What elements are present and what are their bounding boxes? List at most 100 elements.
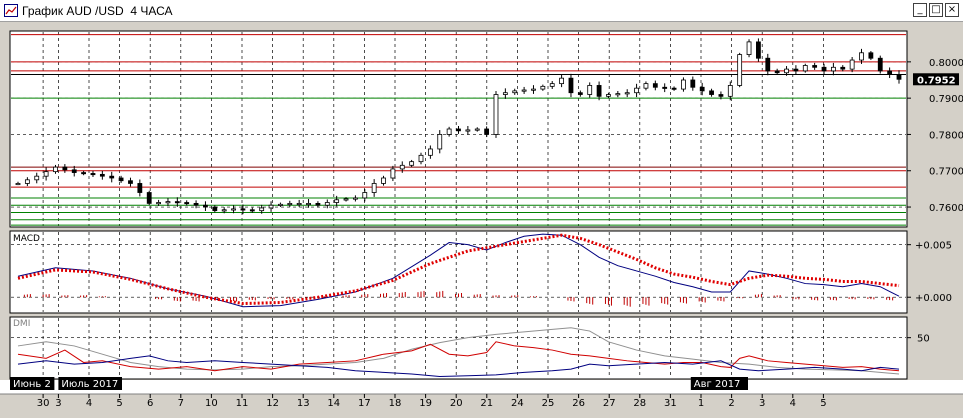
dmi-minus-line [17,355,900,378]
candle-body [409,161,415,166]
maximize-button[interactable]: □ [929,3,943,17]
levels-layer [11,34,906,226]
candle-body [737,54,743,86]
candle-body [53,166,58,173]
chart-app-icon [4,4,18,17]
candle-body [784,68,789,74]
candle-body [774,70,780,74]
candle-body [34,175,40,181]
x-tick-label: 24 [511,398,524,409]
candle-body [343,198,349,201]
minimize-button[interactable]: _ [913,3,927,17]
dmi-plus-line [17,341,900,372]
candle-body [362,192,368,199]
x-tick-label: 2 [728,398,734,409]
candle-body [381,177,386,184]
x-tick-label: 3 [759,398,765,409]
candle-body [212,206,218,212]
candle-body [821,66,827,72]
candle-body [830,66,836,72]
last-price-bg [913,73,959,86]
x-tick-label: 6 [147,398,153,409]
chart-svg: 30 3 4 5 6 7 10 11 12 13 14 17 18 19 20 21 24 25 26 27 28 31 1… [0,30,963,409]
candle-body [662,86,668,89]
candle-body [493,94,499,135]
candle-body [671,87,677,90]
candle-body [174,201,180,204]
candle-body [746,41,752,55]
y-tick-label: 0.7600 [929,203,963,214]
x-tick-label: 7 [178,398,184,409]
x-tick-label: 11 [236,398,249,409]
candle-body [128,180,133,184]
macd-tick-label: +0.000 [915,293,952,304]
y-tick-label: 0.8000 [929,58,963,69]
x-tick-label: 31 [664,398,677,409]
candle-body [521,89,527,92]
y-tick-label: 0.7700 [929,167,963,178]
candle-body [681,79,686,90]
y-tick-label: 0.7900 [929,94,963,105]
x-tick-label: 10 [205,398,218,409]
candle-body [306,203,311,206]
window-controls: _ □ × [913,3,959,17]
candle-body [109,175,115,179]
candle-body [249,209,255,212]
candle-body [118,177,124,182]
candle-body [371,183,377,193]
x-tick-label: 25 [542,398,555,409]
candle-body [709,90,714,95]
candle-body [765,57,771,72]
candle-body [90,173,96,176]
x-tick-label: 19 [419,398,432,409]
axis-layer: 30 3 4 5 6 7 10 11 12 13 14 17 18 19 20 21 24 25 26 27 28 31 1… [10,58,963,409]
time-axis [0,380,963,394]
candle-body [203,204,208,208]
candle-body [427,148,433,156]
candle-body [606,94,611,97]
macd-label: MACD [13,234,40,244]
candle-body [568,77,574,94]
candle-body [812,65,818,68]
candle-body [221,209,227,212]
candle-body [315,203,321,206]
close-button[interactable]: × [945,3,959,17]
month-label-bg [10,377,55,390]
month-label: Июль 2017 [61,379,118,390]
candle-body [287,203,293,206]
candle-body [877,57,883,72]
month-label-bg [690,377,748,390]
candle-body [793,68,799,72]
candle-body [577,92,583,95]
dmi-label: DMI [13,319,30,329]
candle-body [390,168,396,179]
x-tick-label: 4 [790,398,796,409]
candle-body [99,173,105,177]
x-tick-label: 28 [633,398,646,409]
x-tick-label: 18 [389,398,402,409]
candle-body [184,202,190,205]
x-tick-label: 20 [450,398,463,409]
x-tick-label: 27 [603,398,616,409]
candle-body [887,70,893,75]
window-titlebar: График AUD /USD 4 ЧАСА _ □ × [0,0,963,22]
candle-body [756,41,761,59]
y-tick-label: 0.7800 [929,130,963,141]
x-tick-label: 1 [698,398,704,409]
candle-body [502,92,508,95]
x-tick-label: 5 [116,398,122,409]
candle-body [156,202,161,205]
x-tick-label: 12 [266,398,279,409]
macd-layer [17,233,900,308]
candle-body [71,169,77,173]
candles-layer [15,38,902,215]
candle-body [24,179,30,184]
candle-body [727,85,733,97]
candle-body [259,207,265,212]
candle-body [484,128,490,135]
candle-body [418,154,424,163]
candle-body [446,128,452,135]
window-title: График AUD /USD 4 ЧАСА [22,4,173,18]
candle-body [549,83,555,87]
candle-body [559,77,564,85]
